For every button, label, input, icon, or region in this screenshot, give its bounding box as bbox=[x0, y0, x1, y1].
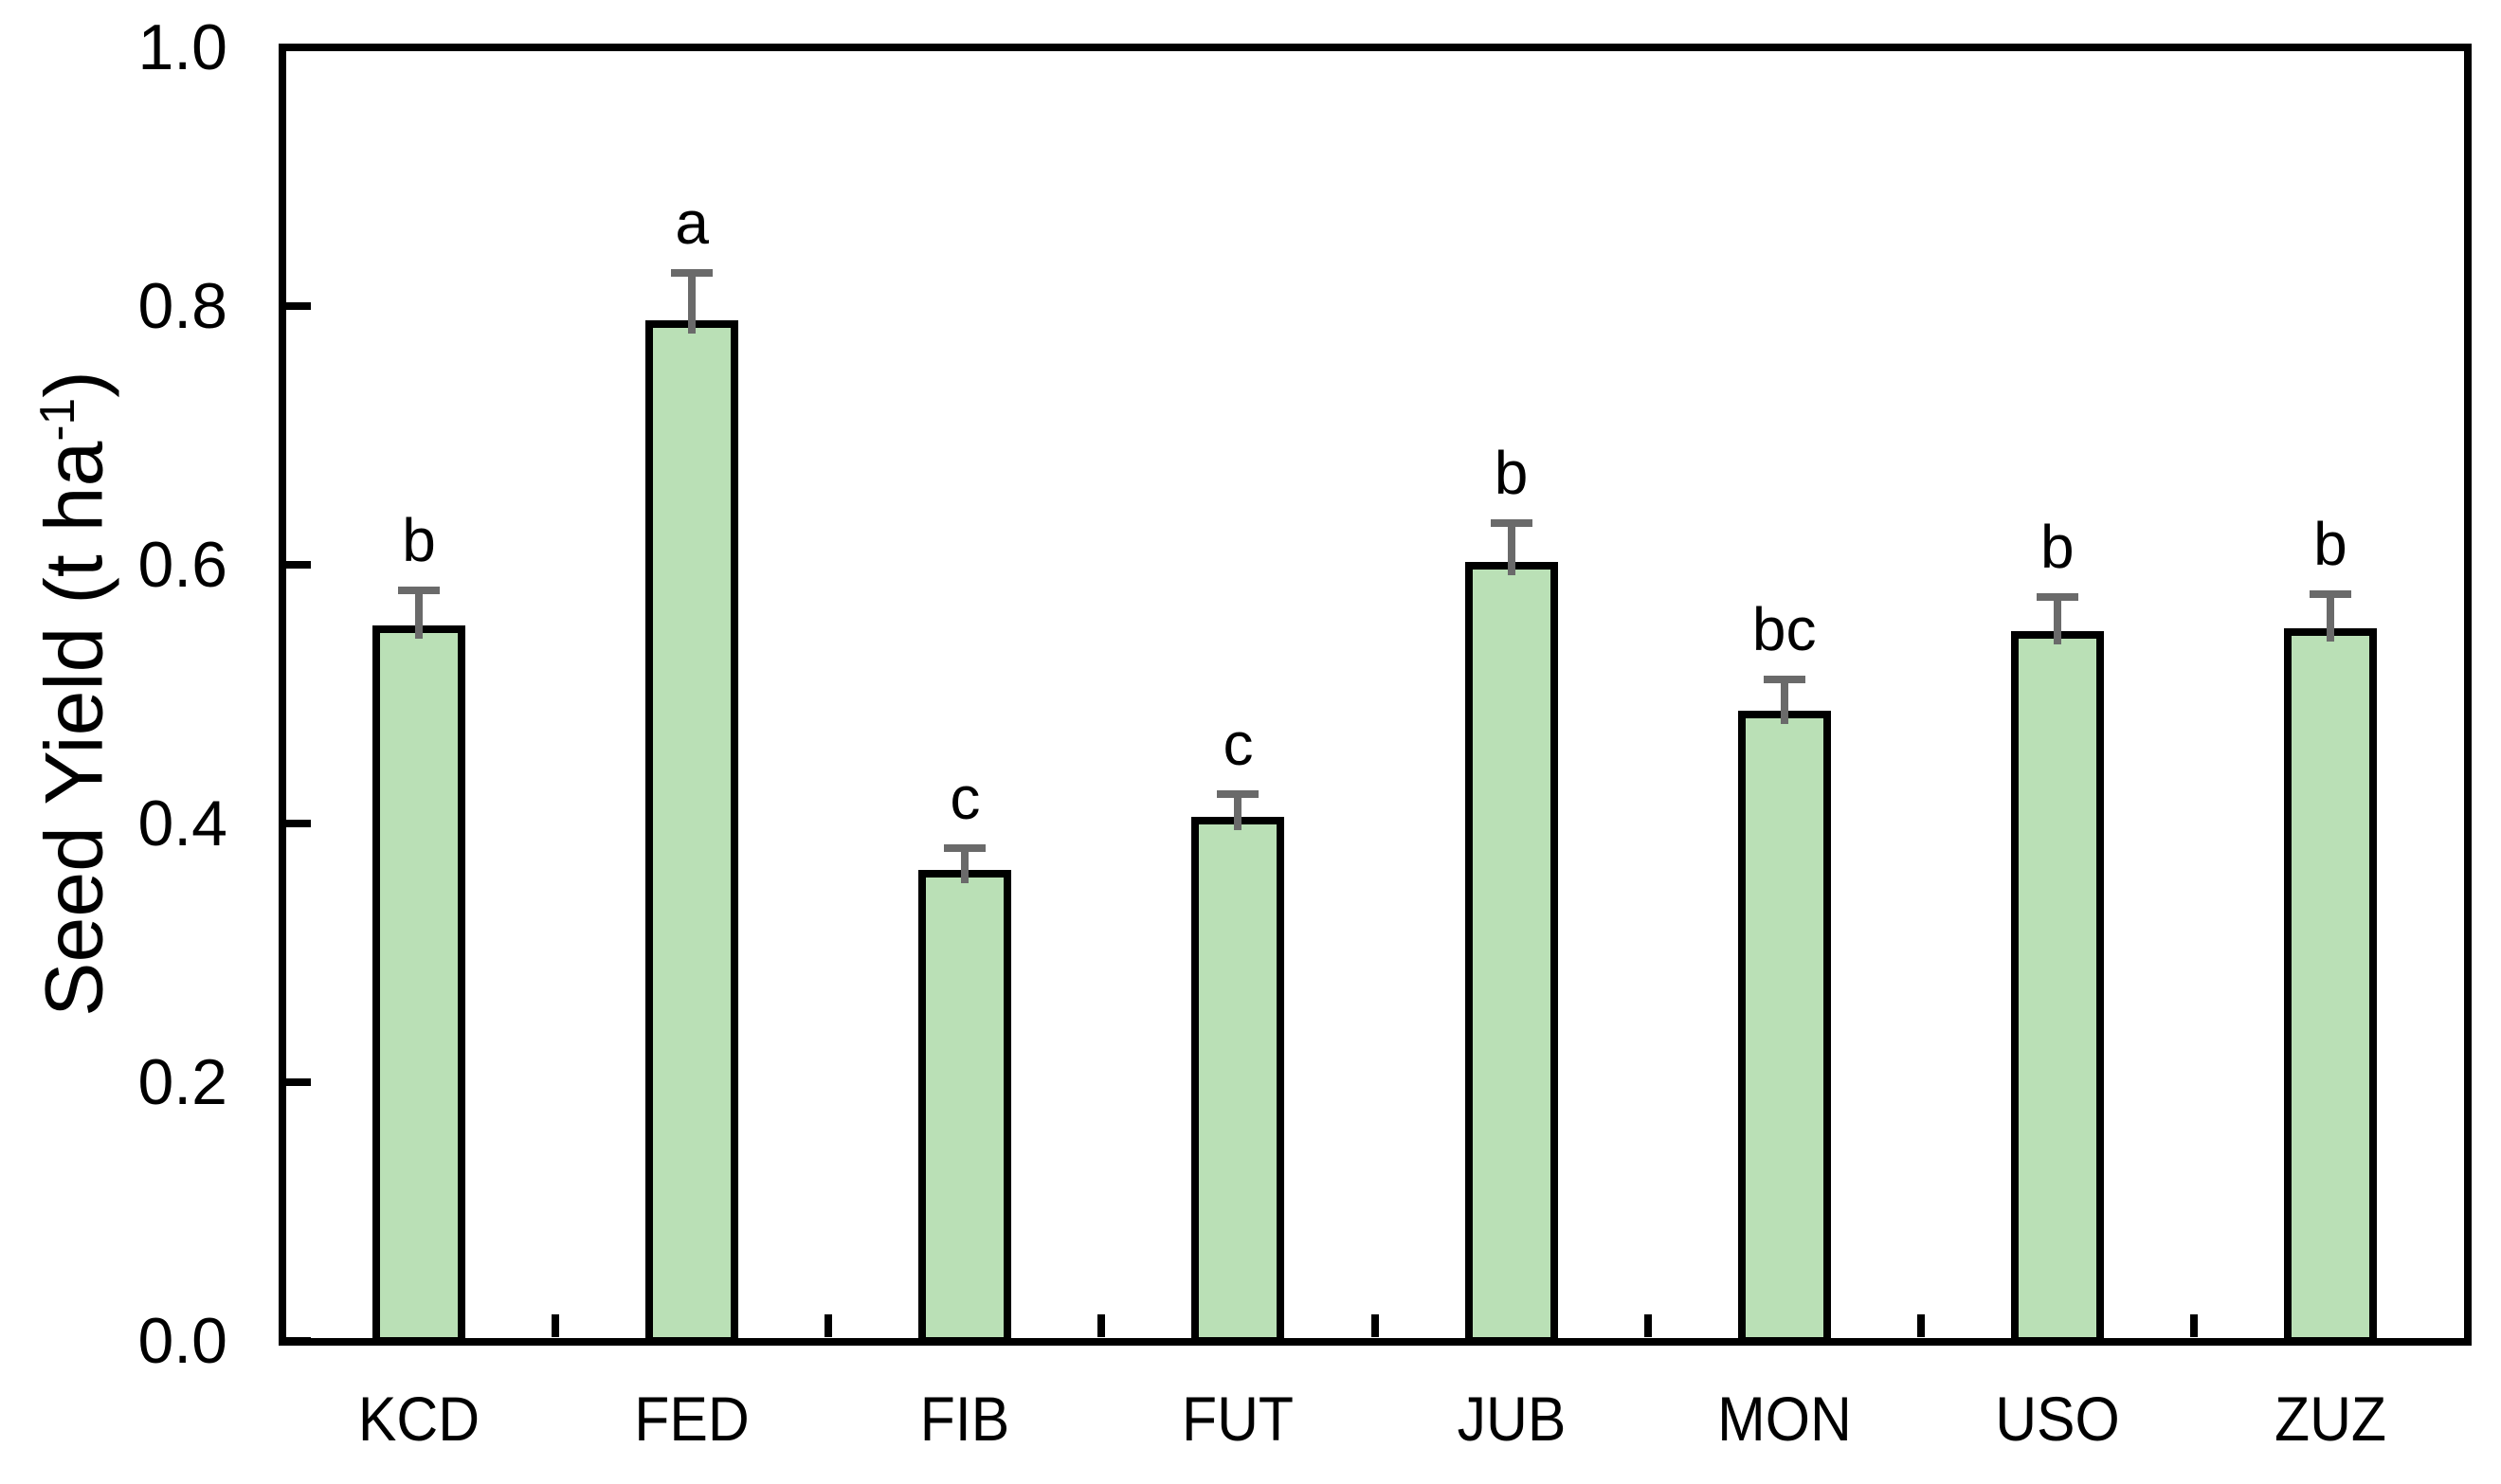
y-tick-mark bbox=[286, 820, 311, 827]
bar bbox=[1737, 711, 1831, 1345]
x-tick-mark bbox=[1643, 1314, 1652, 1337]
x-category-label: FIB bbox=[920, 1384, 1010, 1454]
error-bar-cap bbox=[2309, 590, 2351, 599]
y-tick-label: 0.2 bbox=[137, 1046, 227, 1118]
x-tick-mark bbox=[1916, 1314, 1925, 1337]
bar bbox=[2283, 627, 2377, 1345]
error-bar-cap bbox=[944, 843, 987, 852]
error-bar-stem bbox=[961, 847, 970, 884]
y-tick-label: 0.6 bbox=[137, 529, 227, 601]
significance-letter: b bbox=[2040, 513, 2075, 582]
y-tick-label: 0.0 bbox=[137, 1305, 227, 1377]
significance-letter: b bbox=[1494, 439, 1529, 508]
x-category-label: FUT bbox=[1182, 1384, 1295, 1454]
y-tick-label: 1.0 bbox=[137, 11, 227, 83]
x-tick-mark bbox=[825, 1314, 833, 1337]
error-bar-stem bbox=[2053, 597, 2061, 644]
error-bar-cap bbox=[671, 268, 714, 277]
error-bar-stem bbox=[688, 272, 697, 334]
y-axis-title-superscript: -1 bbox=[29, 397, 84, 442]
y-tick-mark bbox=[286, 1078, 311, 1086]
y-tick-mark bbox=[286, 302, 311, 310]
bar bbox=[918, 870, 1012, 1345]
bar bbox=[645, 320, 739, 1345]
error-bar-cap bbox=[398, 587, 441, 595]
x-tick-mark bbox=[1370, 1314, 1379, 1337]
significance-letter: b bbox=[402, 506, 436, 575]
error-bar-cap bbox=[2036, 593, 2078, 602]
significance-letter: b bbox=[2313, 510, 2347, 579]
y-tick-mark bbox=[286, 44, 311, 51]
y-tick-mark bbox=[286, 561, 311, 569]
error-bar-stem bbox=[415, 590, 424, 640]
significance-letter: c bbox=[950, 763, 981, 832]
bar bbox=[2010, 630, 2104, 1345]
bar bbox=[372, 625, 466, 1345]
significance-letter: c bbox=[1223, 709, 1254, 778]
bar bbox=[1191, 817, 1285, 1345]
error-bar-stem bbox=[1780, 679, 1788, 725]
error-bar-cap bbox=[1217, 789, 1260, 798]
error-bar-cap bbox=[1490, 519, 1532, 528]
significance-letter: a bbox=[675, 188, 709, 257]
significance-letter: bc bbox=[1751, 595, 1817, 664]
x-category-label: USO bbox=[1995, 1384, 2120, 1454]
bar bbox=[1464, 562, 1558, 1345]
x-category-label: KCD bbox=[357, 1384, 480, 1454]
x-tick-mark bbox=[552, 1314, 560, 1337]
error-bar-stem bbox=[1507, 523, 1515, 576]
x-category-label: JUB bbox=[1457, 1384, 1566, 1454]
x-tick-mark bbox=[1097, 1314, 1106, 1337]
plot-frame bbox=[279, 44, 2472, 1346]
error-bar-cap bbox=[1763, 676, 1805, 684]
x-category-label: MON bbox=[1716, 1384, 1852, 1454]
x-category-label: ZUZ bbox=[2274, 1384, 2386, 1454]
x-tick-mark bbox=[2189, 1314, 2198, 1337]
error-bar-stem bbox=[2326, 594, 2334, 642]
y-tick-mark bbox=[286, 1337, 311, 1345]
error-bar-stem bbox=[1234, 793, 1242, 831]
y-tick-label: 0.8 bbox=[137, 270, 227, 342]
x-category-label: FED bbox=[634, 1384, 750, 1454]
y-axis-title-close: ) bbox=[28, 371, 120, 398]
y-tick-label: 0.4 bbox=[137, 787, 227, 860]
